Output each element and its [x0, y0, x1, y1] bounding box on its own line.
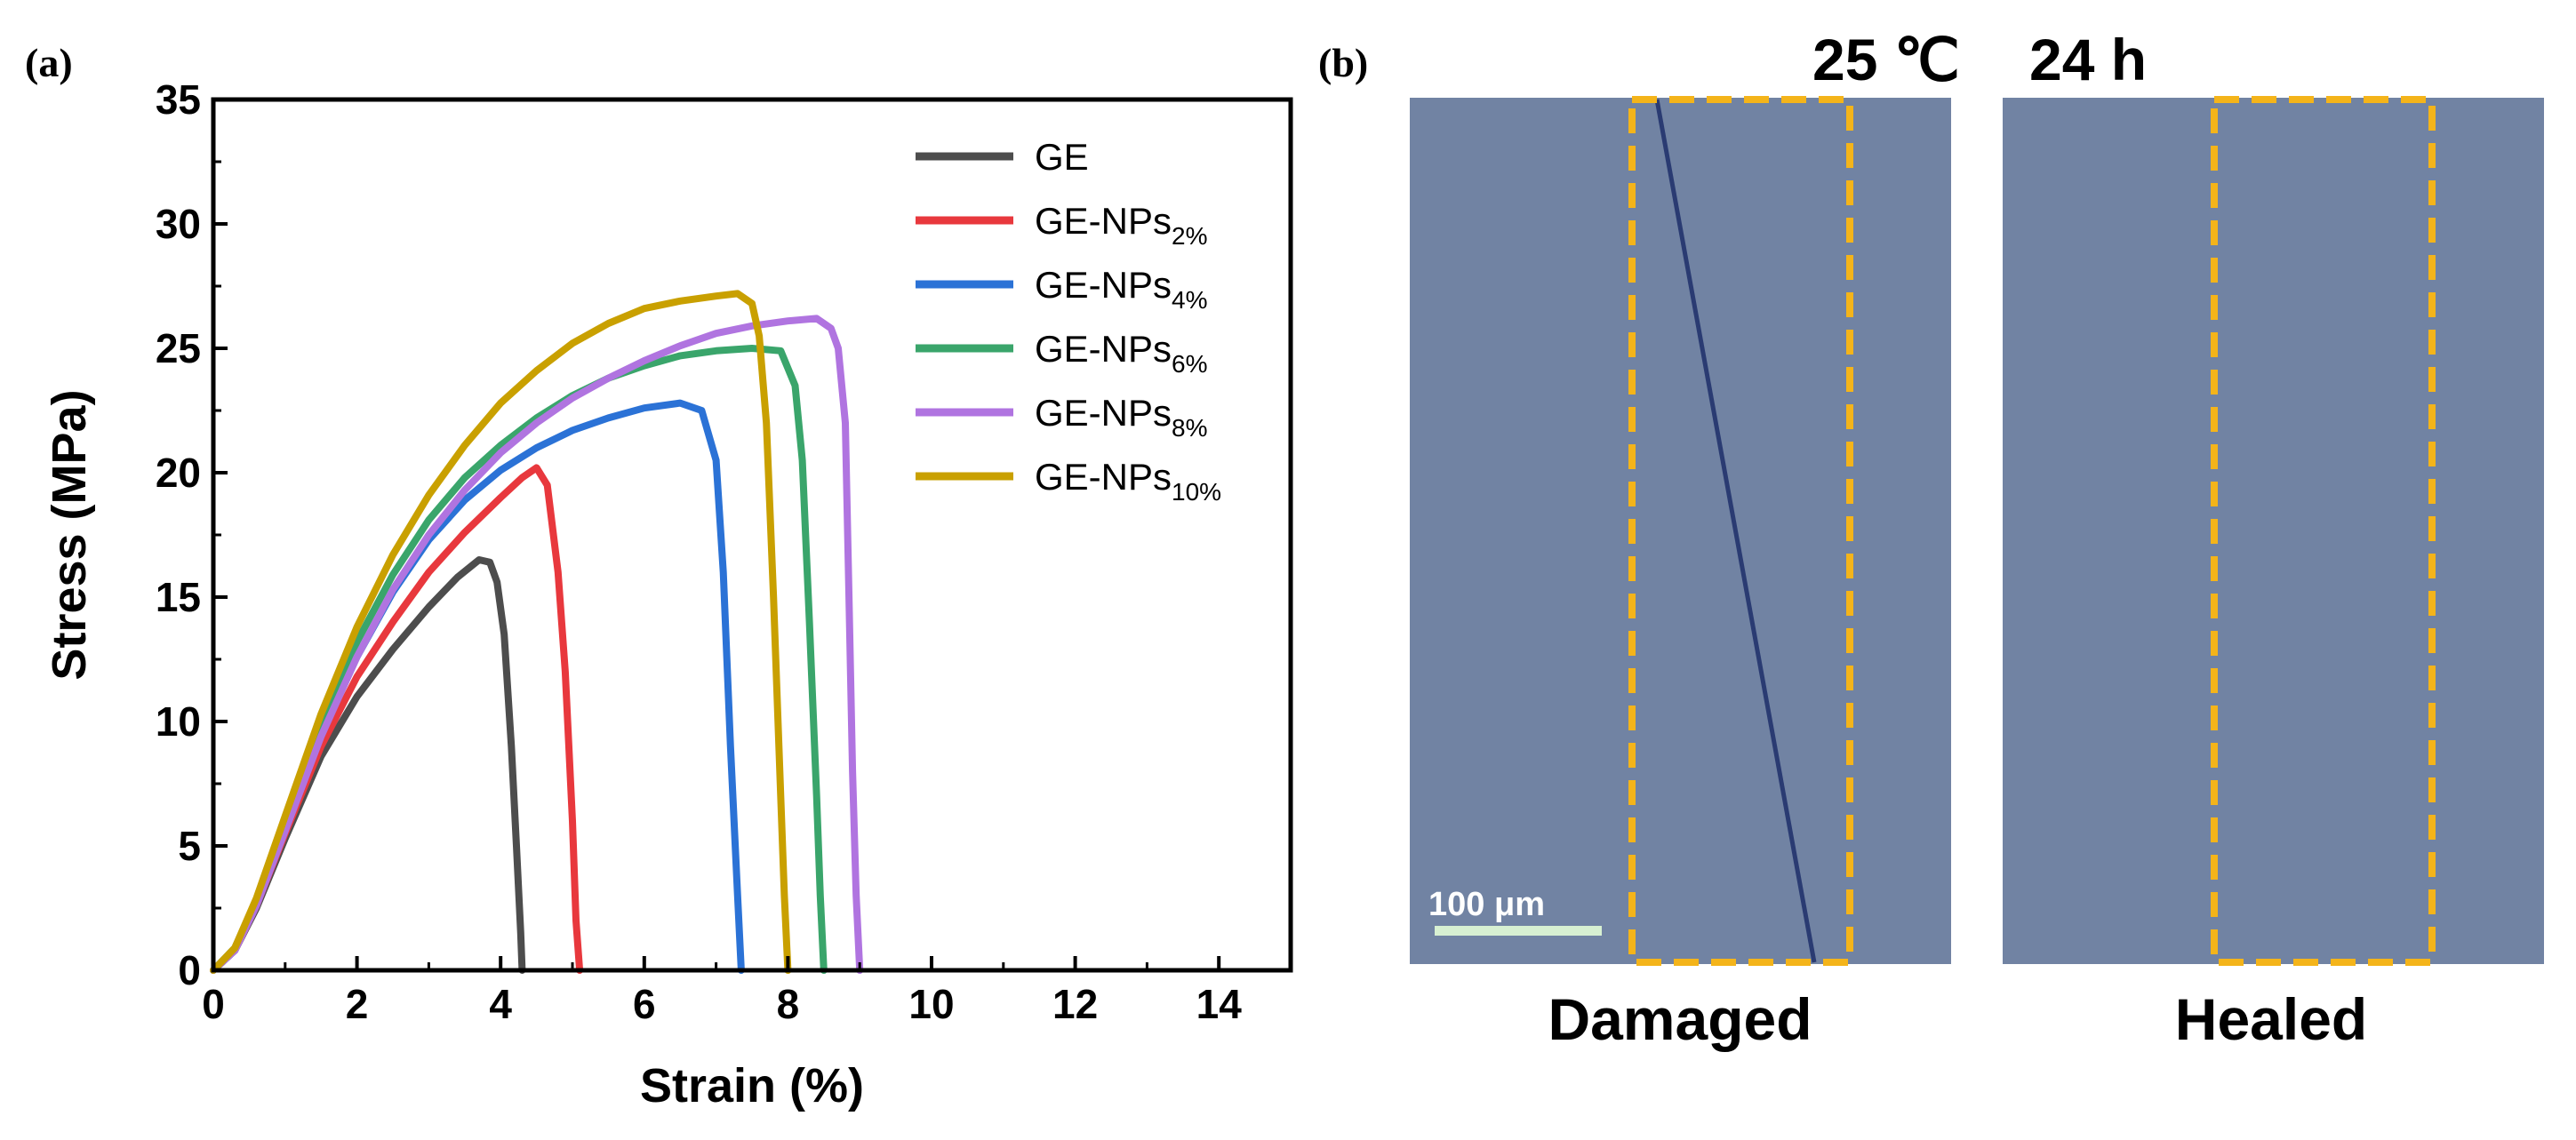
- series-line-ge-nps-10-: [210, 290, 792, 974]
- x-tick-label: 2: [346, 981, 369, 1027]
- series-line-ge-nps-8-: [210, 315, 864, 974]
- legend-label: GE-NPs2%: [1035, 200, 1207, 250]
- y-tick-label: 30: [156, 201, 201, 247]
- y-axis-ticks: 0 5 10 15 20 25 30 35: [156, 76, 228, 993]
- x-tick-label: 8: [777, 981, 800, 1027]
- scratch-line: [1654, 99, 1817, 963]
- healed-image: [2003, 98, 2544, 964]
- series-layer: [210, 290, 864, 974]
- y-tick-label: 10: [156, 698, 201, 745]
- y-tick-label: 20: [156, 450, 201, 496]
- x-axis-ticks: 0 2 4 6 8 10 12 14: [202, 956, 1242, 1027]
- damaged-dashed-box: [1628, 96, 1853, 966]
- x-tick-label: 10: [908, 981, 954, 1027]
- x-tick-label: 12: [1052, 981, 1098, 1027]
- x-tick-label: 0: [202, 981, 225, 1027]
- panel-a-label: (a): [25, 40, 73, 85]
- y-axis-title: Stress (MPa): [43, 389, 96, 680]
- healed-dashed-box: [2211, 96, 2436, 966]
- legend-label: GE-NPs10%: [1035, 456, 1221, 506]
- y-tick-label: 0: [178, 947, 201, 993]
- y-tick-label: 5: [178, 823, 201, 869]
- scale-bar: [1435, 926, 1602, 936]
- y-tick-label: 15: [156, 574, 201, 620]
- y-tick-label: 35: [156, 76, 201, 123]
- healed-caption: Healed: [2175, 986, 2367, 1052]
- damaged-micrograph: 100 μm: [1410, 96, 1951, 966]
- duration-label: 24 h: [2029, 27, 2147, 92]
- panel-b-label: (b): [1318, 40, 1368, 85]
- x-tick-label: 4: [489, 981, 512, 1027]
- legend-label: GE-NPs4%: [1035, 264, 1207, 314]
- healed-micrograph: [2003, 96, 2544, 966]
- legend-label: GE-NPs6%: [1035, 328, 1207, 378]
- stress-strain-plot: 0 2 4 6 8 10 12 14 0 5 10 15 20 25 30 35 GE GE-NPs2% GE-…: [156, 76, 1293, 1027]
- series-line-ge-nps-4-: [210, 399, 745, 974]
- legend-label: GE: [1035, 136, 1089, 178]
- legend: GE GE-NPs2% GE-NPs4% GE-NPs6% GE-NPs8% GE-NPs…: [916, 136, 1221, 506]
- x-tick-label: 6: [633, 981, 656, 1027]
- scale-bar-label: 100 μm: [1428, 886, 1545, 923]
- y-tick-label: 25: [156, 325, 201, 371]
- damaged-image: [1410, 98, 1951, 964]
- x-tick-label: 14: [1196, 981, 1243, 1027]
- temperature-label: 25 ℃: [1812, 27, 1960, 92]
- legend-label: GE-NPs8%: [1035, 392, 1207, 442]
- damaged-caption: Damaged: [1548, 986, 1812, 1052]
- x-axis-title: Strain (%): [640, 1059, 864, 1112]
